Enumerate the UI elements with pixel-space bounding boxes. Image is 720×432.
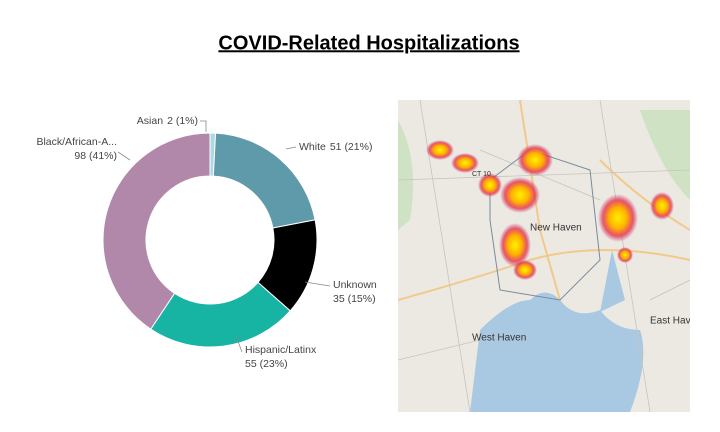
leader-line [285, 146, 297, 150]
slice-label-group: Asian 2 (1%) [137, 115, 198, 127]
donut-slice [102, 132, 211, 330]
slice-label: Black/African-A... [36, 136, 117, 148]
chart-title: COVID-Related Hospitalizations [218, 32, 519, 54]
map-roads [398, 100, 690, 301]
map-water [470, 292, 644, 412]
slice-value-label: 55 (23%) [245, 358, 288, 370]
slice-label: Unknown [333, 279, 377, 291]
map-label: CT 10 [472, 171, 491, 178]
slice-value-label: 51 (21%) [330, 141, 373, 153]
map-park [398, 110, 690, 230]
slice-label: White [299, 141, 326, 153]
slice-label: Hispanic/Latinx [245, 344, 317, 356]
leader-line [304, 281, 331, 287]
leader-line [200, 120, 207, 132]
map: New Haven West Haven East Hav CT 10 [398, 100, 691, 412]
slice-value-label: 2 (1%) [167, 115, 198, 127]
slice-value-label: 35 (15%) [333, 293, 376, 305]
heatmap [426, 140, 674, 280]
leader-line [117, 151, 131, 161]
map-river [600, 250, 625, 312]
map-label: New Haven [530, 223, 582, 234]
map-label: West Haven [472, 333, 526, 344]
slice-label: Asian [137, 115, 163, 127]
slice-value-label: 98 (41%) [74, 150, 117, 162]
map-label: East Hav [650, 316, 691, 327]
slice-label-group: White 51 (21%) [299, 141, 372, 153]
leader-line [235, 335, 243, 353]
